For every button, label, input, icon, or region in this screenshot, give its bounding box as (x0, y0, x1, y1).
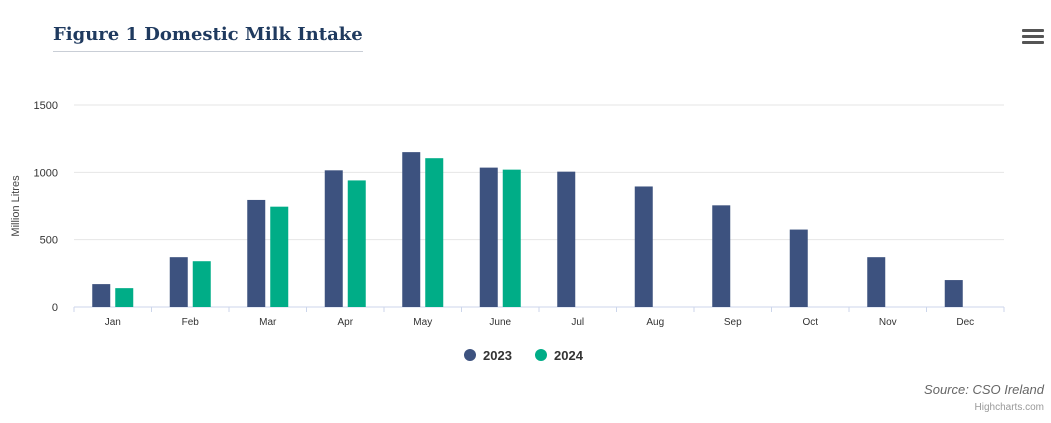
x-tick-label: Feb (182, 317, 200, 328)
grid-lines (74, 104, 1004, 308)
x-axis: Jan Feb Mar Apr May June Jul Aug Sep Oct Nov Dec (73, 307, 1005, 328)
x-tick-label: May (413, 317, 432, 328)
bar-2023-jul (557, 171, 576, 307)
legend-label: 2024 (554, 348, 584, 363)
x-tick-label: Oct (802, 317, 818, 328)
legend-item-2023[interactable]: 2023 (464, 348, 512, 363)
x-tick-label: June (489, 317, 511, 328)
bar-2023-aug (634, 186, 653, 307)
bars (92, 152, 963, 307)
bar-2023-dec (944, 280, 963, 307)
bar-2023-apr (324, 170, 343, 307)
bar-2023-jan (92, 284, 111, 307)
bar-2024-mar (270, 206, 289, 307)
y-tick-label: 1500 (34, 100, 58, 112)
bar-2023-sep (712, 205, 731, 307)
y-tick-label: 500 (40, 235, 58, 247)
bar-2024-apr (347, 180, 366, 307)
bar-2023-feb (169, 257, 188, 307)
bar-2023-nov (867, 257, 886, 307)
legend: 2023 2024 (464, 348, 584, 363)
legend-label: 2023 (483, 348, 512, 363)
credits-link[interactable]: Highcharts.com (974, 402, 1044, 413)
y-axis-label: Million Litres (10, 175, 22, 237)
bar-2024-may (425, 158, 444, 307)
x-tick-label: Aug (646, 317, 664, 328)
bar-2023-mar (247, 199, 266, 307)
bar-2024-june (502, 169, 521, 307)
x-tick-label: Dec (956, 317, 974, 328)
bar-2024-jan (115, 288, 134, 307)
x-tick-label: Mar (259, 317, 277, 328)
y-tick-label: 1000 (34, 167, 58, 179)
x-tick-label: Jan (105, 317, 121, 328)
y-tick-label: 0 (52, 302, 58, 314)
bar-2023-oct (789, 229, 808, 307)
legend-item-2024[interactable]: 2024 (535, 348, 584, 363)
x-tick-label: Jul (571, 317, 584, 328)
chart-title: Figure 1 Domestic Milk Intake (53, 24, 363, 52)
hamburger-menu-icon[interactable] (1022, 29, 1044, 47)
x-tick-label: Nov (879, 317, 897, 328)
x-tick-label: Sep (724, 317, 742, 328)
bar-2024-feb (192, 261, 211, 307)
x-tick-label: Apr (337, 317, 353, 328)
legend-marker (464, 349, 476, 361)
bar-2023-june (479, 167, 498, 307)
y-axis: 0 500 1000 1500 Million Litres (10, 100, 58, 314)
bar-2023-may (402, 152, 421, 307)
source-note: Source: CSO Ireland (924, 382, 1044, 397)
legend-marker (535, 349, 547, 361)
